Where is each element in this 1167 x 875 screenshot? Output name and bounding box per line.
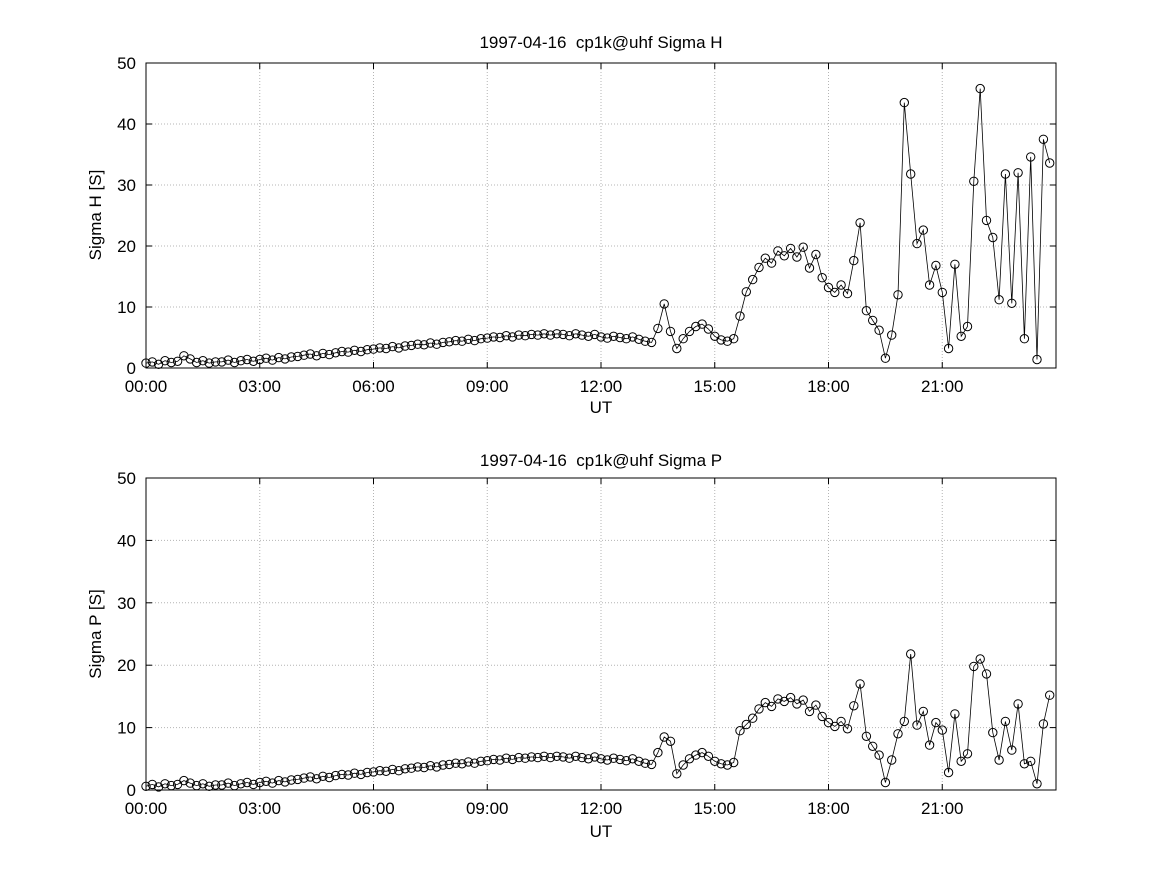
svg-text:30: 30 [117, 594, 136, 613]
svg-text:40: 40 [117, 531, 136, 550]
svg-text:00:00: 00:00 [125, 377, 168, 396]
sigma-p-plot-area: 00:00 03:00 06:00 09:00 12:00 15:00 18:00 21:00… [117, 469, 1057, 818]
svg-text:10: 10 [117, 719, 136, 738]
svg-text:50: 50 [117, 54, 136, 73]
sigma-p-y-axis-label: Sigma P [S] [86, 589, 105, 679]
svg-text:0: 0 [127, 781, 136, 800]
svg-text:20: 20 [117, 237, 136, 256]
svg-text:03:00: 03:00 [238, 377, 281, 396]
svg-text:03:00: 03:00 [238, 799, 281, 818]
svg-text:09:00: 09:00 [466, 377, 509, 396]
svg-text:30: 30 [117, 176, 136, 195]
sigma-h-chart: 00:00 03:00 06:00 09:00 12:00 15:00 18:00 21:00… [0, 0, 1167, 437]
svg-text:09:00: 09:00 [466, 799, 509, 818]
svg-text:40: 40 [117, 115, 136, 134]
svg-text:12:00: 12:00 [580, 799, 623, 818]
sigma-h-plot-area: 00:00 03:00 06:00 09:00 12:00 15:00 18:00 21:00… [117, 54, 1057, 396]
svg-text:18:00: 18:00 [807, 799, 850, 818]
sigma-p-title: 1997-04-16 cp1k@uhf Sigma P [479, 451, 723, 470]
sigma-p-x-axis-label: UT [589, 822, 613, 841]
sigma-h-x-axis-label: UT [589, 398, 613, 417]
svg-text:15:00: 15:00 [693, 799, 736, 818]
svg-text:06:00: 06:00 [352, 377, 395, 396]
svg-text:0: 0 [127, 359, 136, 378]
svg-text:50: 50 [117, 469, 136, 488]
svg-text:15:00: 15:00 [693, 377, 736, 396]
svg-text:12:00: 12:00 [580, 377, 623, 396]
svg-text:00:00: 00:00 [125, 799, 168, 818]
svg-text:18:00: 18:00 [807, 377, 850, 396]
svg-text:21:00: 21:00 [921, 377, 964, 396]
sigma-h-y-axis-label: Sigma H [S] [86, 169, 105, 261]
svg-text:10: 10 [117, 298, 136, 317]
sigma-h-title: 1997-04-16 cp1k@uhf Sigma H [479, 33, 723, 52]
svg-text:20: 20 [117, 656, 136, 675]
svg-text:06:00: 06:00 [352, 799, 395, 818]
svg-text:21:00: 21:00 [921, 799, 964, 818]
sigma-p-chart: 00:00 03:00 06:00 09:00 12:00 15:00 18:00 21:00… [0, 437, 1167, 875]
